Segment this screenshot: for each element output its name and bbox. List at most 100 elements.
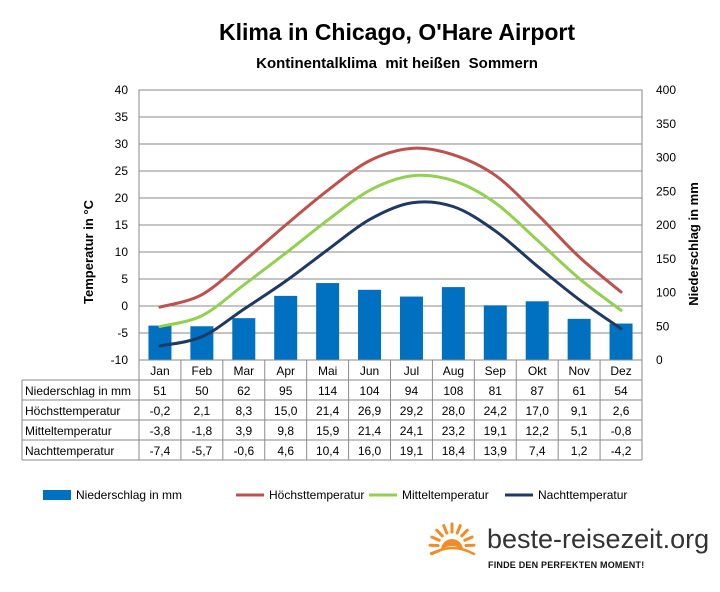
table-cell: 114 xyxy=(318,384,337,398)
brand-slogan: FINDE DEN PERFEKTEN MOMENT! xyxy=(488,560,644,570)
table-cell: 12,2 xyxy=(526,424,550,438)
table-cell: 19,1 xyxy=(484,424,508,438)
table-cell: 51 xyxy=(153,384,167,398)
right-tick-label: 0 xyxy=(656,353,663,367)
line-höchsttemperatur[interactable] xyxy=(158,146,623,309)
table-cell: -3,8 xyxy=(150,424,171,438)
line-mitteltemperatur[interactable] xyxy=(158,173,623,329)
bar-jul[interactable] xyxy=(399,296,423,360)
month-label: Feb xyxy=(192,364,213,378)
bar-okt[interactable] xyxy=(525,301,549,360)
table-row-label: Nachttemperatur xyxy=(25,444,114,458)
left-tick-label: -10 xyxy=(111,353,129,367)
table-cell: -5,7 xyxy=(192,444,213,458)
month-label: Jul xyxy=(404,364,419,378)
table-cell: -0,2 xyxy=(150,404,171,418)
bar-nov[interactable] xyxy=(567,318,591,360)
data-table: Jan Feb Mar Apr Mai Jun Jul Aug Sep Okt Nov Dez Nied… xyxy=(21,359,643,461)
brand-name[interactable]: beste-reisezeit.org xyxy=(487,524,709,554)
table-cell: 29,2 xyxy=(400,404,424,418)
sun-ray xyxy=(442,524,449,535)
table-cell: 104 xyxy=(360,384,380,398)
table-cell: 50 xyxy=(195,384,209,398)
table-cell: 87 xyxy=(531,384,545,398)
left-tick-label: 0 xyxy=(121,299,128,313)
table-cell: -7,4 xyxy=(150,444,171,458)
left-tick-label: 30 xyxy=(115,137,129,151)
table-cell: 17,0 xyxy=(526,404,550,418)
month-label: Mai xyxy=(318,364,337,378)
sun-ray xyxy=(463,535,474,542)
table-cell: 24,1 xyxy=(400,424,424,438)
legend: Niederschlag in mm Höchsttemperatur Mittel… xyxy=(43,488,627,502)
month-label: Jun xyxy=(360,364,379,378)
left-axis-title: Temperatur in °C xyxy=(81,199,96,304)
month-label: Jan xyxy=(150,364,169,378)
month-label: Nov xyxy=(568,364,589,378)
table-cell: 15,0 xyxy=(274,404,298,418)
table-cell: 81 xyxy=(489,384,503,398)
month-label: Mar xyxy=(233,364,254,378)
legend-label: Nachttemperatur xyxy=(538,488,627,502)
table-cell: 24,2 xyxy=(484,404,508,418)
table-cell: 62 xyxy=(237,384,251,398)
sun-ray xyxy=(430,535,441,542)
month-label: Dez xyxy=(610,364,631,378)
plot-area: 4035302520151050-5-104003503002502001501… xyxy=(111,83,677,367)
table-cell: 16,0 xyxy=(358,444,382,458)
table-cell: 94 xyxy=(405,384,419,398)
bar-apr[interactable] xyxy=(274,295,298,360)
bar-jan[interactable] xyxy=(148,325,172,360)
bar-aug[interactable] xyxy=(441,287,465,360)
table-cell: 23,2 xyxy=(442,424,466,438)
table-cell: 26,9 xyxy=(358,404,382,418)
table-cell: -0,6 xyxy=(233,444,254,458)
month-label: Aug xyxy=(443,364,464,378)
table-cell: -4,2 xyxy=(611,444,632,458)
table-cell: 95 xyxy=(279,384,293,398)
sun-ray xyxy=(435,528,444,538)
legend-label: Mitteltemperatur xyxy=(402,488,489,502)
bar-jun[interactable] xyxy=(358,289,382,360)
table-cell: -1,8 xyxy=(192,424,213,438)
line-nachttemperatur[interactable] xyxy=(158,200,623,348)
right-tick-label: 250 xyxy=(656,184,676,198)
bar-dez[interactable] xyxy=(609,323,633,360)
left-tick-label: 5 xyxy=(121,272,128,286)
bar-mar[interactable] xyxy=(232,318,256,360)
left-tick-label: -5 xyxy=(117,326,128,340)
left-tick-label: 10 xyxy=(115,245,129,259)
table-row-label: Mitteltemperatur xyxy=(25,424,112,438)
table-cell: 61 xyxy=(572,384,586,398)
chart-title: Klima in Chicago, O'Hare Airport xyxy=(219,19,575,45)
month-label: Apr xyxy=(276,364,295,378)
table-cell: 8,3 xyxy=(235,404,252,418)
sun-ray xyxy=(455,524,462,535)
table-cell: 9,8 xyxy=(277,424,294,438)
table-cell: 2,1 xyxy=(194,404,211,418)
table-cell: 18,4 xyxy=(442,444,466,458)
table-cell: 21,4 xyxy=(316,404,340,418)
table-cell: 21,4 xyxy=(358,424,382,438)
right-tick-label: 300 xyxy=(656,151,676,165)
left-tick-label: 25 xyxy=(115,164,129,178)
bar-mai[interactable] xyxy=(316,283,340,360)
right-tick-label: 100 xyxy=(656,286,676,300)
sun-disc xyxy=(441,539,463,550)
bar-sep[interactable] xyxy=(483,305,507,360)
table-cell: 13,9 xyxy=(484,444,508,458)
left-tick-label: 35 xyxy=(115,110,129,124)
left-tick-label: 40 xyxy=(115,83,129,97)
legend-label: Höchsttemperatur xyxy=(269,488,364,502)
legend-label: Niederschlag in mm xyxy=(76,488,182,502)
sun-ray xyxy=(460,528,469,538)
right-tick-label: 50 xyxy=(656,319,670,333)
table-row-label: Niederschlag in mm xyxy=(25,384,131,398)
table-row-label: Höchsttemperatur xyxy=(25,404,120,418)
table-cell: 9,1 xyxy=(571,404,588,418)
table-cell: 3,9 xyxy=(235,424,252,438)
table-cell: 19,1 xyxy=(400,444,424,458)
month-label: Sep xyxy=(485,364,507,378)
month-label: Okt xyxy=(528,364,547,378)
table-cell: 28,0 xyxy=(442,404,466,418)
